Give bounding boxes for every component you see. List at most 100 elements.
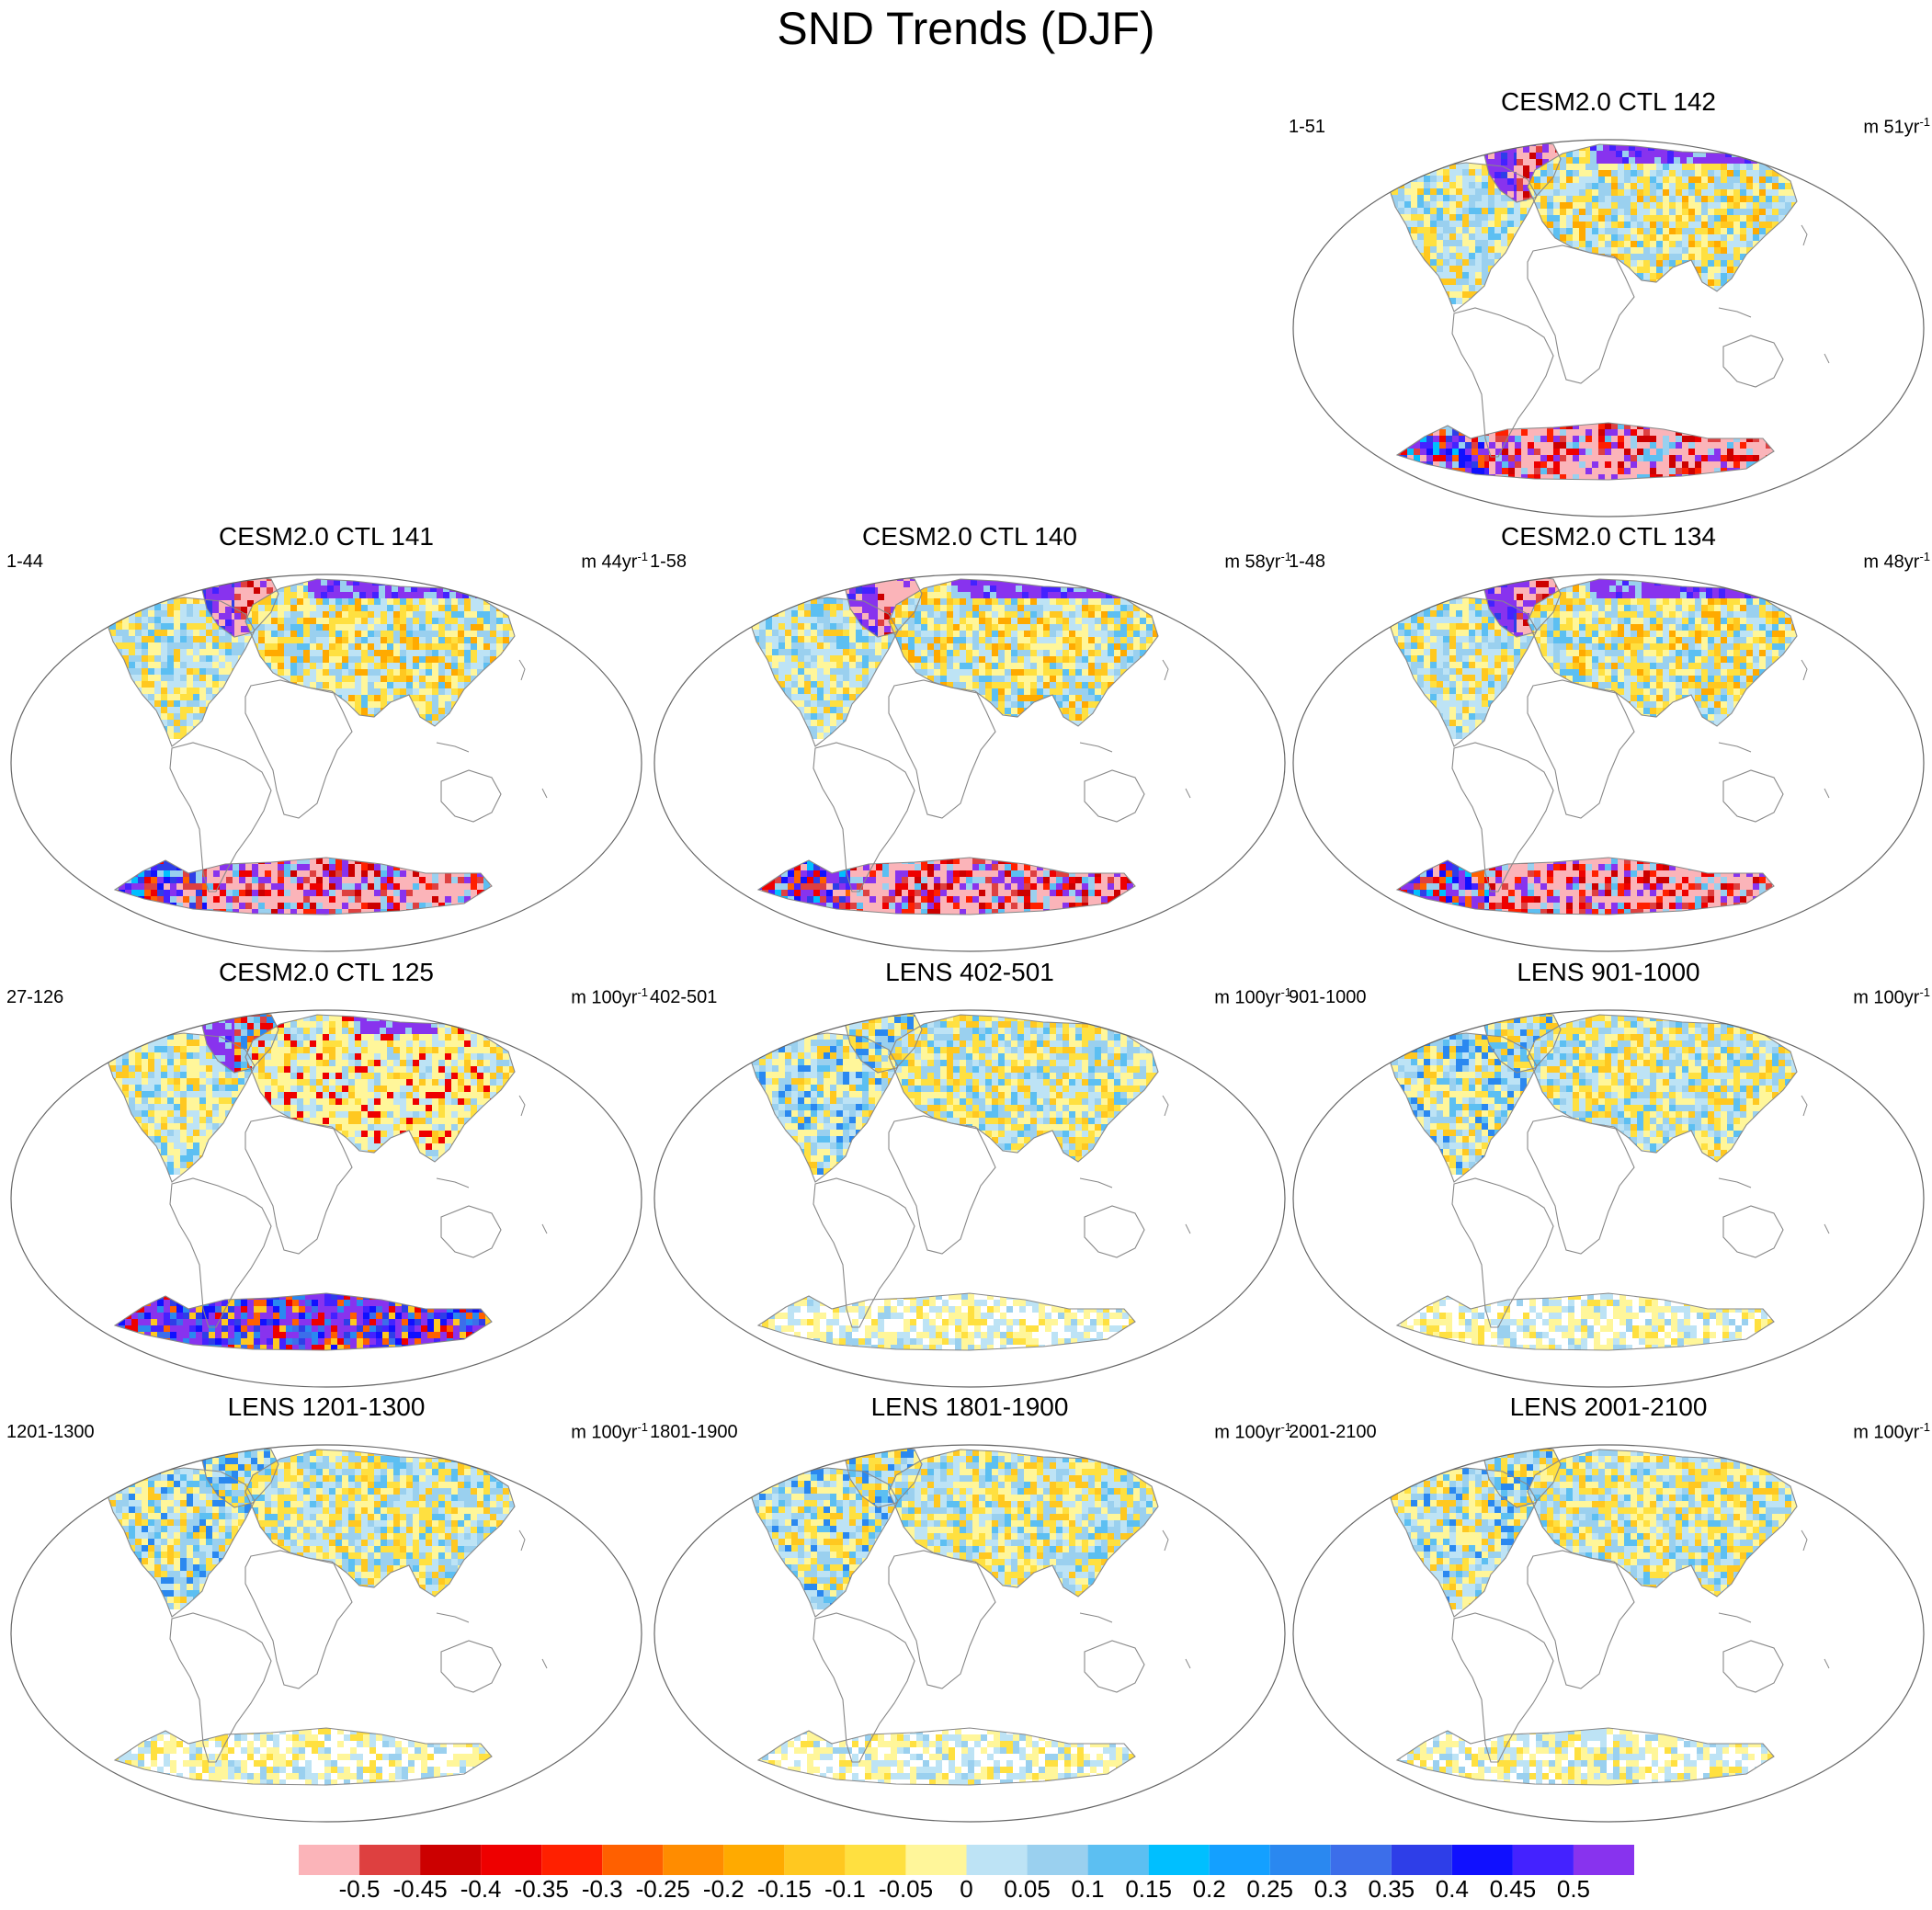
data-cells-eurasia: [951, 579, 1131, 598]
coastline-island: [1079, 1612, 1113, 1623]
colorbar-swatch: [1269, 1845, 1331, 1875]
colorbar-swatch: [1209, 1845, 1270, 1875]
panel-units-label: m 100yr-1: [1214, 985, 1291, 1009]
colorbar-swatch: [1027, 1845, 1088, 1875]
page-title: SND Trends (DJF): [0, 2, 1932, 55]
coastline-island: [1185, 1223, 1191, 1234]
coastline-southAmerica: [169, 742, 272, 892]
panel-units-label: m 48yr-1: [1863, 550, 1930, 574]
data-cells-antarctica: [758, 858, 852, 915]
coastline-southAmerica: [169, 1177, 272, 1328]
coastline-antarctica: [113, 857, 493, 915]
map-panel-ctl141: CESM2.0 CTL 141 1-44 m 44yr-1: [5, 522, 648, 954]
data-cells-eurasia: [889, 579, 1158, 726]
data-cells-antarctica: [1397, 423, 1491, 480]
data-cells-antarctica: [1397, 858, 1491, 915]
colorbar-tick-label: -0.4: [460, 1875, 502, 1904]
map-frame: [653, 1444, 1286, 1823]
coastline-island: [1185, 1658, 1191, 1669]
coastline-northAmerica: [95, 1032, 256, 1183]
panel-title: CESM2.0 CTL 142: [1287, 87, 1930, 117]
coastline-southAmerica: [813, 1612, 915, 1763]
coastline-africa: [1527, 1115, 1635, 1255]
map-frame: [1292, 1009, 1925, 1388]
coastline-australia: [1722, 769, 1784, 823]
colorbar-tick-label: 0.5: [1557, 1875, 1590, 1904]
coastline-africa: [1527, 244, 1635, 384]
coastline-africa: [888, 1115, 996, 1255]
panel-units-label: m 100yr-1: [1214, 1420, 1291, 1444]
panel-period-label: 1801-1900: [650, 1422, 738, 1443]
data-cells-antarctica: [115, 858, 209, 915]
panel-title: CESM2.0 CTL 125: [5, 958, 648, 987]
coastline-africa: [888, 1550, 996, 1689]
colorbar-swatch: [1451, 1845, 1513, 1875]
panel-title: LENS 1801-1900: [648, 1393, 1291, 1422]
coastline-northAmerica: [1377, 597, 1538, 747]
colorbar-tick-label: -0.05: [879, 1875, 933, 1904]
colorbar-tick-label: 0: [960, 1875, 972, 1904]
data-cells-eurasia: [1590, 579, 1770, 598]
panel-period-label: 1-58: [650, 551, 687, 573]
coastline-eurasia: [1527, 578, 1798, 727]
panel-units-label: m 100yr-1: [571, 985, 648, 1009]
coastline-northAmerica: [95, 597, 256, 747]
coastline-antarctica: [756, 857, 1136, 915]
world-map: [653, 1009, 1286, 1388]
coastline-island: [1801, 659, 1808, 681]
panel-units-label: m 51yr-1: [1863, 115, 1930, 139]
coastline-island: [1718, 1177, 1752, 1188]
map-panel-lens1201: LENS 1201-1300 1201-1300 m 100yr-1: [5, 1393, 648, 1825]
coastline-antarctica: [113, 1727, 493, 1786]
map-frame: [10, 1009, 642, 1388]
coastline-island: [1801, 224, 1808, 246]
map-frame: [1292, 139, 1925, 517]
coastline-australia: [1084, 1205, 1145, 1258]
coastline-australia: [440, 1640, 502, 1693]
map-frame: [10, 574, 642, 952]
coastline-southAmerica: [813, 1177, 915, 1328]
colorbar-swatch: [845, 1845, 906, 1875]
coastline-australia: [440, 769, 502, 823]
coastline-northAmerica: [738, 597, 899, 747]
panel-title: LENS 901-1000: [1287, 958, 1930, 987]
coastline-australia: [1722, 335, 1784, 388]
colorbar-tick-label: 0.3: [1314, 1875, 1347, 1904]
colorbar-swatch: [299, 1845, 360, 1875]
coastline-island: [1079, 742, 1113, 753]
coastline-antarctica: [113, 1292, 493, 1351]
colorbar-swatch: [1087, 1845, 1149, 1875]
coastline-southAmerica: [169, 1612, 272, 1763]
data-cells-antarctica: [850, 858, 1135, 915]
data-cells-eurasia: [1528, 1015, 1797, 1162]
coastline-antarctica: [1395, 1727, 1775, 1786]
panel-title: LENS 402-501: [648, 958, 1291, 987]
coastline-island: [1718, 1612, 1752, 1623]
panel-period-label: 27-126: [6, 987, 63, 1008]
coastline-northAmerica: [95, 1467, 256, 1618]
coastline-africa: [1527, 679, 1635, 819]
coastline-island: [518, 659, 526, 681]
map-panel-lens402: LENS 402-501 402-501 m 100yr-1: [648, 958, 1291, 1390]
coastline-australia: [1084, 1640, 1145, 1693]
panel-period-label: 1-48: [1289, 551, 1325, 573]
coastline-southAmerica: [1451, 742, 1554, 892]
coastline-africa: [244, 679, 353, 819]
coastline-island: [541, 1658, 548, 1669]
coastline-island: [1824, 788, 1830, 799]
coastline-antarctica: [1395, 1292, 1775, 1351]
coastline-southAmerica: [1451, 1177, 1554, 1328]
coastline-island: [1079, 1177, 1113, 1188]
colorbar-swatch: [1330, 1845, 1392, 1875]
colorbar-swatch: [420, 1845, 482, 1875]
world-map: [1292, 1009, 1925, 1388]
world-map: [1292, 1444, 1925, 1823]
coastline-eurasia: [244, 1449, 516, 1597]
coastline-eurasia: [888, 1449, 1159, 1597]
coastline-island: [1162, 659, 1169, 681]
panel-units-label: m 44yr-1: [581, 550, 648, 574]
colorbar-swatch: [1148, 1845, 1210, 1875]
colorbar-tick-label: 0.15: [1125, 1875, 1172, 1904]
data-cells-eurasia: [245, 1450, 515, 1597]
colorbar-swatch: [1391, 1845, 1452, 1875]
